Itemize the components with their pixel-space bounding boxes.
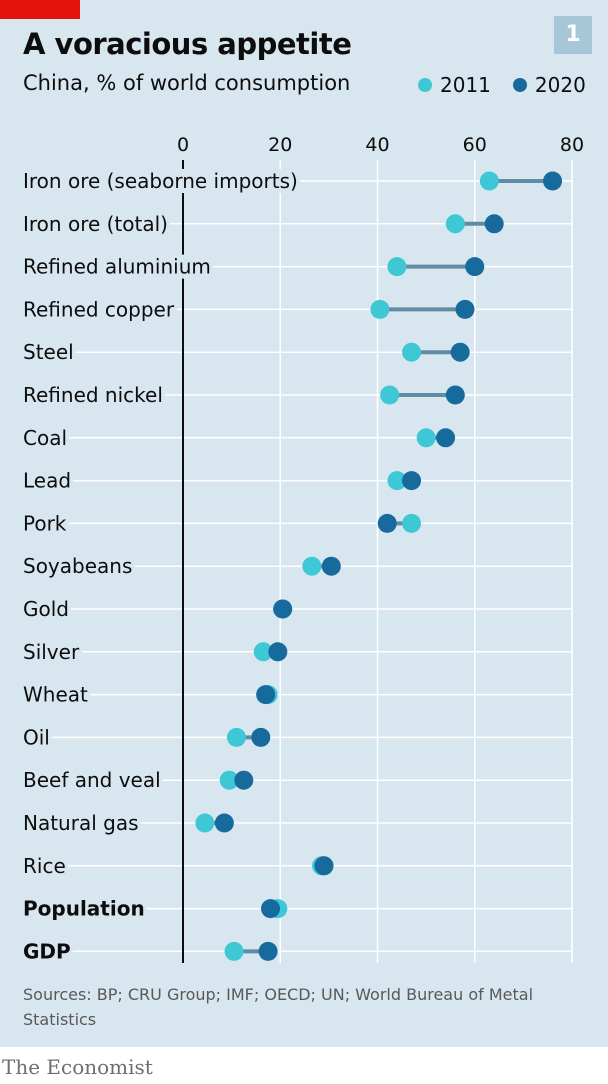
category-label-bg-refined-copper	[21, 297, 177, 322]
legend-label-2011: 2011	[440, 73, 491, 97]
dot-2020-iron-ore-total	[484, 214, 504, 234]
category-label-natural-gas: Natural gas	[23, 811, 139, 835]
tick-label-x-40: 40	[365, 134, 389, 156]
category-label-refined-nickel: Refined nickel	[23, 383, 163, 407]
dot-2011-steel	[402, 342, 422, 362]
dot-2011-refined-nickel	[380, 385, 400, 405]
dot-2020-steel	[450, 342, 470, 362]
brand-red-tag	[0, 0, 80, 19]
dot-2020-oil	[251, 727, 271, 747]
dot-2020-gold	[273, 599, 293, 619]
category-label-population: Population	[23, 897, 145, 921]
category-label-soyabeans: Soyabeans	[23, 554, 132, 578]
category-label-bg-coal	[21, 425, 70, 450]
legend-item-2011: 2011	[418, 73, 491, 97]
tick-label-x-60: 60	[463, 134, 487, 156]
dot-2020-coal	[436, 428, 456, 448]
category-label-bg-oil	[21, 725, 52, 750]
category-label-bg-silver	[21, 639, 82, 664]
category-label-gold: Gold	[23, 597, 69, 621]
category-label-steel: Steel	[23, 340, 74, 364]
category-label-refined-copper: Refined copper	[23, 297, 175, 321]
category-label-pork: Pork	[23, 511, 67, 535]
dot-2011-natural-gas	[195, 813, 215, 833]
dot-2020-silver	[268, 642, 288, 662]
dot-2020-beef-and-veal	[234, 770, 254, 790]
dot-2020-refined-copper	[455, 299, 475, 319]
category-label-iron-ore-total: Iron ore (total)	[23, 212, 168, 236]
publisher-brand: The Economist	[2, 1055, 153, 1079]
tick-label-x-20: 20	[268, 134, 292, 156]
dot-2020-rice	[314, 856, 334, 876]
category-label-rice: Rice	[23, 854, 66, 878]
dot-2011-refined-aluminium	[387, 257, 407, 277]
category-label-oil: Oil	[23, 725, 50, 749]
category-label-bg-gold	[21, 597, 71, 621]
category-label-bg-pork	[21, 511, 69, 536]
dot-2011-silver	[253, 642, 273, 662]
category-label-bg-population	[21, 896, 147, 921]
tick-label-x-0: 0	[177, 134, 189, 156]
dot-2020-population	[261, 899, 281, 919]
category-label-bg-soyabeans	[21, 554, 135, 579]
category-label-wheat: Wheat	[23, 683, 88, 707]
dot-2020-soyabeans	[321, 556, 341, 576]
category-label-bg-rice	[21, 853, 68, 878]
category-label-bg-iron-ore-seaborne-imports	[21, 169, 300, 193]
category-label-bg-steel	[21, 340, 76, 365]
category-label-beef-and-veal: Beef and veal	[23, 768, 161, 792]
category-label-iron-ore-seaborne-imports: Iron ore (seaborne imports)	[23, 169, 298, 193]
category-label-bg-wheat	[21, 682, 91, 707]
dot-2020-iron-ore-seaborne-imports	[543, 171, 563, 191]
dot-2011-beef-and-veal	[219, 770, 239, 790]
category-label-bg-gdp	[21, 939, 73, 964]
dot-2020-pork	[377, 513, 397, 533]
legend-dot-2020	[512, 78, 527, 92]
dot-range-chart: 0 20 40 60 80 Iron ore (seaborne imports) Iron…	[21, 134, 584, 964]
dot-2011-refined-copper	[370, 299, 390, 319]
dot-2020-refined-aluminium	[465, 257, 485, 277]
dot-2011-iron-ore-total	[445, 214, 465, 234]
category-label-coal: Coal	[23, 426, 67, 450]
legend-item-2020: 2020	[512, 73, 586, 97]
dot-2011-iron-ore-seaborne-imports	[479, 171, 499, 191]
category-label-gdp: GDP	[23, 939, 71, 963]
dot-2011-pork	[402, 513, 422, 533]
dot-2011-coal	[416, 428, 436, 448]
category-label-bg-lead	[21, 468, 74, 493]
category-label-bg-natural-gas	[21, 811, 141, 835]
legend-label-2020: 2020	[534, 73, 586, 97]
dot-2011-gdp	[224, 941, 244, 961]
dot-2020-natural-gas	[214, 813, 234, 833]
dot-2020-wheat	[256, 685, 276, 705]
tick-label-x-80: 80	[560, 134, 584, 156]
dot-2020-gdp	[258, 941, 278, 961]
chart-number-badge: 1	[554, 16, 592, 54]
chart-subtitle: China, % of world consumption	[23, 71, 351, 95]
chart-title: A voracious appetite	[23, 27, 352, 61]
legend: 2011 2020	[418, 72, 586, 98]
category-label-bg-beef-and-veal	[21, 768, 163, 793]
dot-2020-lead	[402, 471, 422, 491]
category-label-bg-refined-aluminium	[21, 254, 213, 279]
dot-2011-soyabeans	[302, 556, 322, 576]
legend-dot-2011	[418, 78, 432, 92]
category-label-bg-iron-ore-total	[21, 211, 170, 236]
dot-2020-refined-nickel	[445, 385, 465, 405]
source-note: Sources: BP; CRU Group; IMF; OECD; UN; W…	[23, 985, 534, 1029]
dot-2011-lead	[387, 471, 407, 491]
category-label-lead: Lead	[23, 469, 71, 493]
category-label-refined-aluminium: Refined aluminium	[23, 255, 211, 279]
category-label-silver: Silver	[23, 640, 80, 664]
category-label-bg-refined-nickel	[21, 383, 165, 407]
dot-2011-oil	[226, 727, 246, 747]
